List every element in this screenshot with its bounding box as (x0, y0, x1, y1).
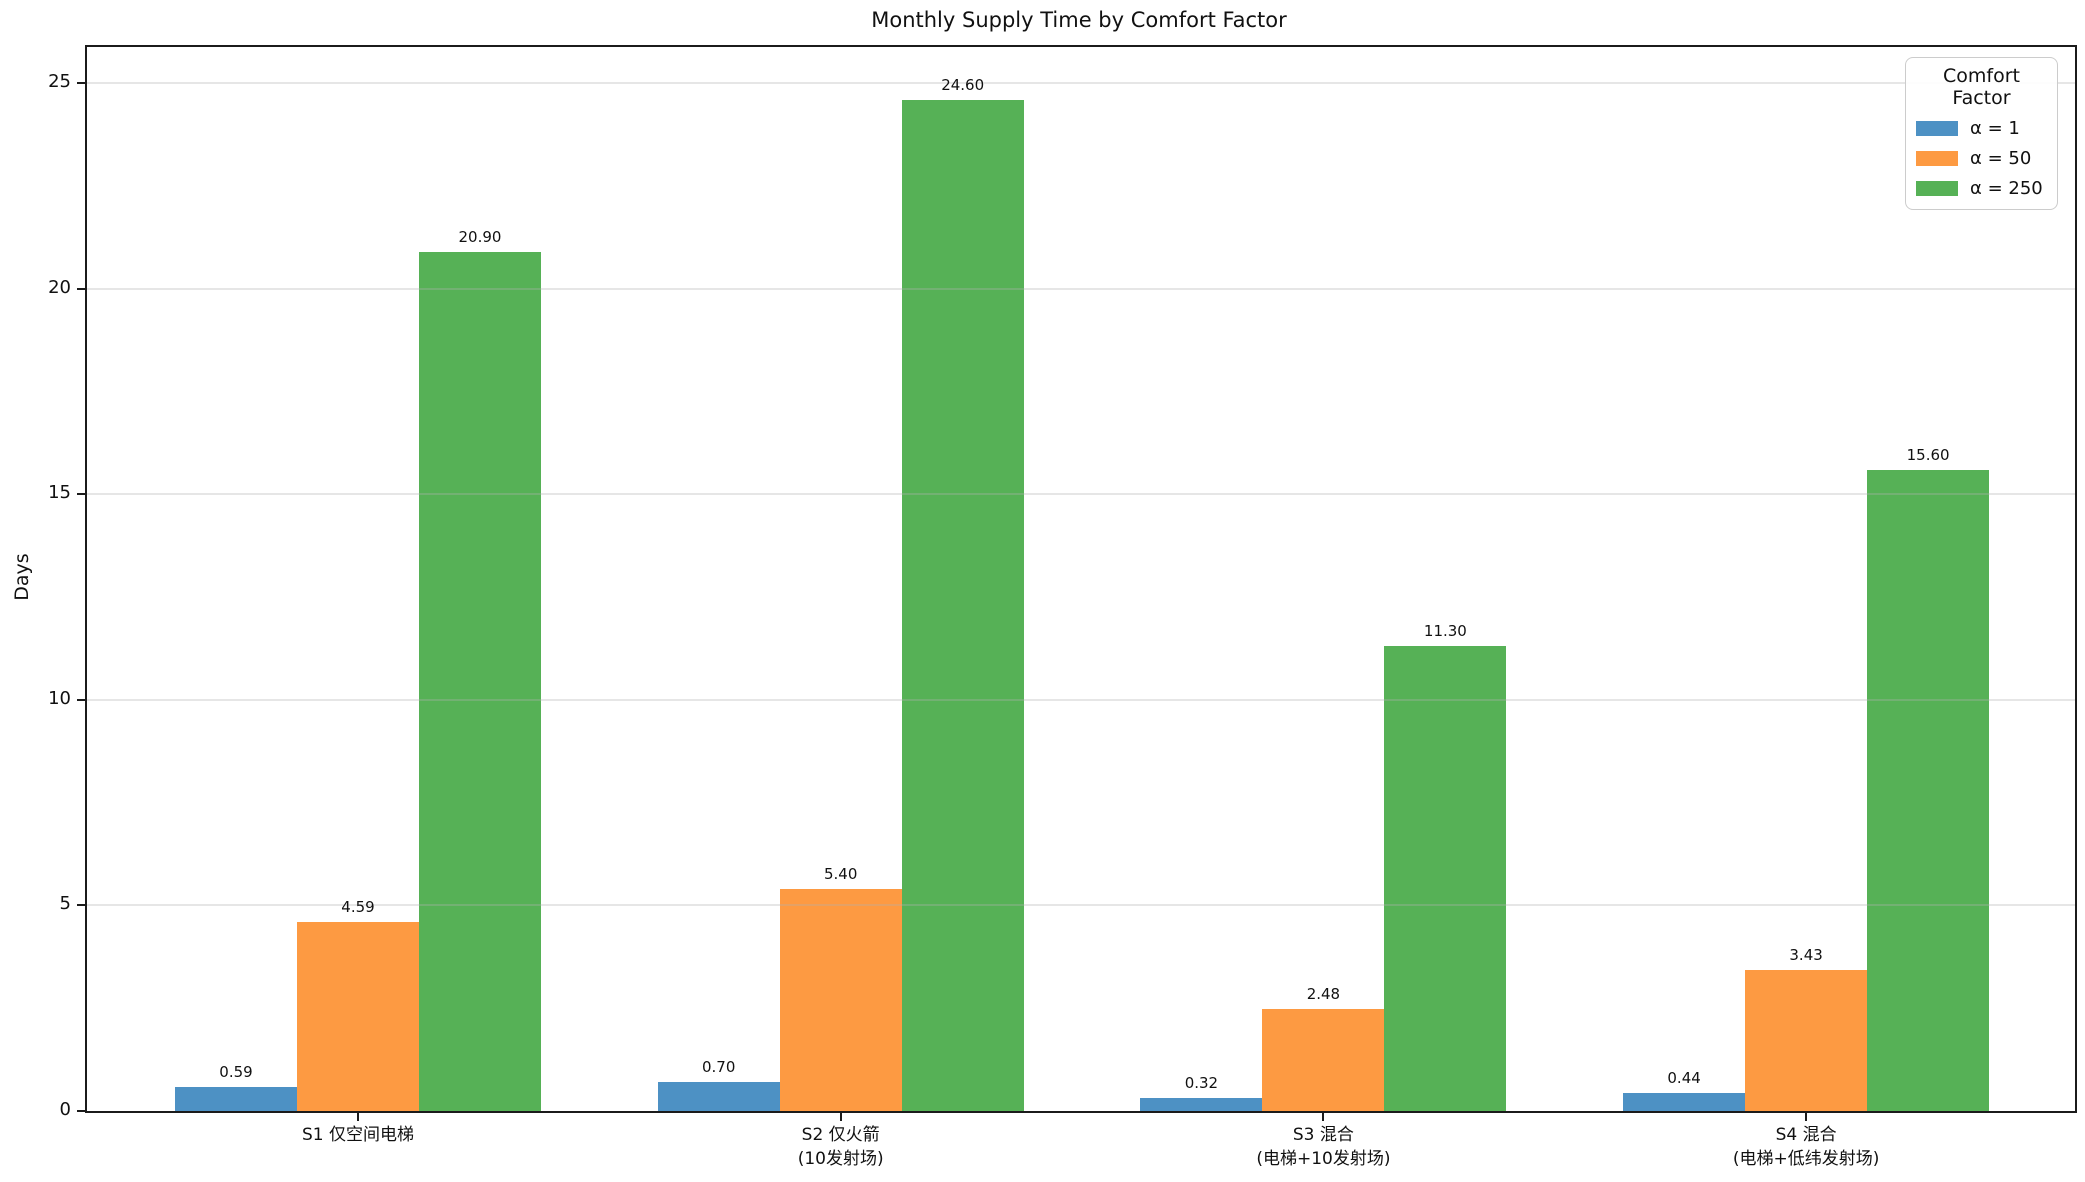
gridline (87, 698, 2075, 701)
legend-swatch-icon (1916, 181, 1958, 196)
plot-area: 0 5 10 15 20 25 S1 仅空间电梯 S2 仅火箭 (10发射场) S3 混合 (电梯+… (48, 45, 2077, 1169)
legend: Comfort Factor α = 1 α = 50 α = 250 (1905, 57, 2058, 210)
legend-entry: α = 250 (1916, 178, 2047, 199)
legend-title: Comfort Factor (1943, 65, 2020, 109)
x-tick-label: S4 混合 (电梯+低纬发射场) (1732, 1125, 1880, 1169)
gridline (87, 493, 2075, 496)
bar-α=50-cat3 (1262, 1009, 1385, 1111)
y-tick-mark (77, 287, 86, 290)
bar-α=1-cat2 (657, 1082, 780, 1111)
y-tick-mark (77, 1110, 86, 1112)
x-tick-mark (839, 1113, 842, 1121)
x-tick-label: S1 仅空间电梯 (301, 1125, 414, 1145)
bar-α=250-cat2 (901, 99, 1024, 1111)
y-tick-label: 25 (48, 71, 71, 93)
value-label: 3.43 (1789, 945, 1823, 964)
value-label: 2.48 (1306, 985, 1341, 1004)
y-tick-mark (77, 698, 86, 701)
bar-α=1-cat4 (1623, 1092, 1746, 1111)
bar-α=1-cat3 (1140, 1097, 1263, 1111)
value-label: 0.59 (219, 1062, 253, 1081)
bar-α=250-cat3 (1384, 646, 1507, 1111)
value-label: 0.32 (1184, 1073, 1219, 1092)
x-tick-mark (1322, 1113, 1325, 1121)
legend-entry-label: α = 1 (1970, 118, 2020, 139)
legend-entry: α = 1 (1916, 118, 2047, 139)
bar-α=50-cat1 (297, 922, 419, 1111)
legend-entries: α = 1 α = 50 α = 250 (1916, 118, 2047, 199)
chart-title: Monthly Supply Time by Comfort Factor (871, 8, 1287, 32)
y-tick-label: 15 (48, 482, 71, 504)
y-tick-label: 20 (48, 276, 71, 298)
bar-α=250-cat4 (1867, 469, 1990, 1111)
value-label: 5.40 (823, 865, 858, 883)
x-tick-mark (1805, 1113, 1808, 1121)
y-tick-mark (77, 904, 86, 907)
value-label: 15.60 (1906, 445, 1950, 464)
y-tick-label: 5 (59, 893, 71, 915)
legend-swatch-icon (1916, 151, 1958, 166)
legend-entry-label: α = 50 (1970, 148, 2032, 169)
x-tick-mark (357, 1113, 359, 1121)
value-label: 0.44 (1667, 1068, 1701, 1087)
x-tick-label: S3 混合 (电梯+10发射场) (1256, 1125, 1391, 1169)
bar-α=50-cat2 (779, 889, 902, 1111)
legend-swatch-icon (1916, 121, 1958, 136)
value-label: 11.30 (1423, 622, 1467, 641)
y-tick-label: 10 (48, 687, 71, 709)
bar-α=250-cat1 (419, 251, 541, 1111)
y-tick-mark (77, 82, 86, 85)
value-label: 24.60 (941, 75, 985, 94)
legend-entry-label: α = 250 (1970, 178, 2043, 199)
y-axis-label: Days (11, 553, 33, 601)
value-label: 20.90 (458, 227, 502, 246)
gridline (87, 287, 2075, 290)
value-label: 4.59 (341, 898, 375, 917)
bar-α=1-cat1 (175, 1086, 297, 1111)
y-tick-label: 0 (59, 1099, 71, 1120)
legend-entry: α = 50 (1916, 148, 2047, 169)
gridline (87, 82, 2075, 85)
bar-α=50-cat4 (1745, 969, 1868, 1111)
value-label: 0.70 (701, 1058, 736, 1077)
x-tick-label: S2 仅火箭 (10发射场) (797, 1125, 884, 1169)
y-tick-mark (77, 493, 86, 496)
